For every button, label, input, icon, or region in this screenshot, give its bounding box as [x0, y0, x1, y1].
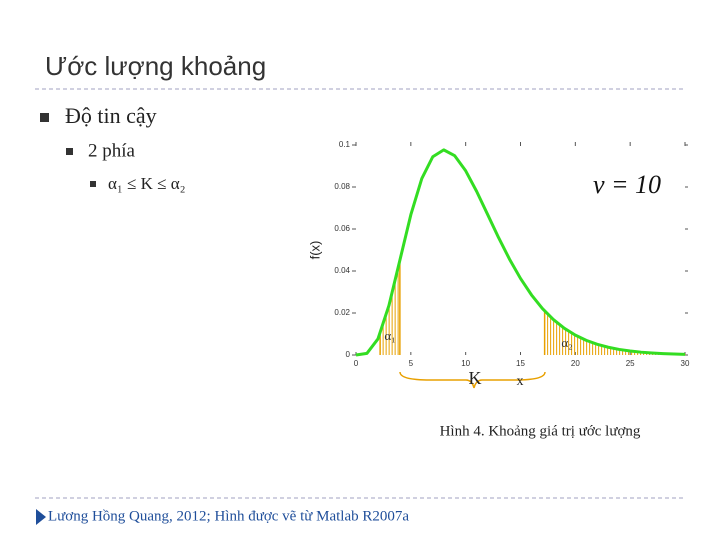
y-tick-label: 0: [346, 350, 351, 359]
y-tick-label: 0.1: [339, 140, 351, 149]
y-tick-label: 0.08: [334, 182, 350, 191]
bullet: Độ tin cậy: [65, 103, 157, 128]
y-axis-label: f(x): [307, 241, 322, 260]
curve: [355, 148, 686, 357]
brace: [399, 371, 546, 389]
annotation: x: [517, 374, 524, 389]
footer-icon: [36, 509, 46, 525]
footer: Lương Hồng Quang, 2012; Hình được vẽ từ …: [48, 508, 409, 524]
bullet-icon: [40, 113, 49, 122]
y-tick-label: 0.04: [334, 266, 350, 275]
caption: Hình 4. Khoảng giá trị ước lượng: [440, 423, 641, 439]
bullet-icon: [66, 148, 73, 155]
annotation: ν = 10: [593, 170, 661, 199]
annotation: α₁: [384, 328, 395, 343]
annotation: α₂: [561, 335, 572, 350]
bullet: α₁ ≤ K ≤ α₂: [108, 174, 186, 193]
annotation: K: [469, 368, 482, 388]
y-tick-label: 0.06: [334, 224, 350, 233]
x-tick-label: 5: [409, 359, 414, 368]
x-tick-label: 25: [626, 359, 635, 368]
x-tick-label: 10: [461, 359, 470, 368]
y-tick-label: 0.02: [334, 308, 350, 317]
x-tick-label: 20: [571, 359, 580, 368]
x-tick-label: 30: [681, 359, 690, 368]
x-tick-label: 0: [354, 359, 359, 368]
bullet: 2 phía: [88, 140, 136, 161]
x-tick-label: 15: [516, 359, 525, 368]
bullet-icon: [90, 181, 96, 187]
slide-title: Ước lượng khoảng: [45, 51, 266, 81]
